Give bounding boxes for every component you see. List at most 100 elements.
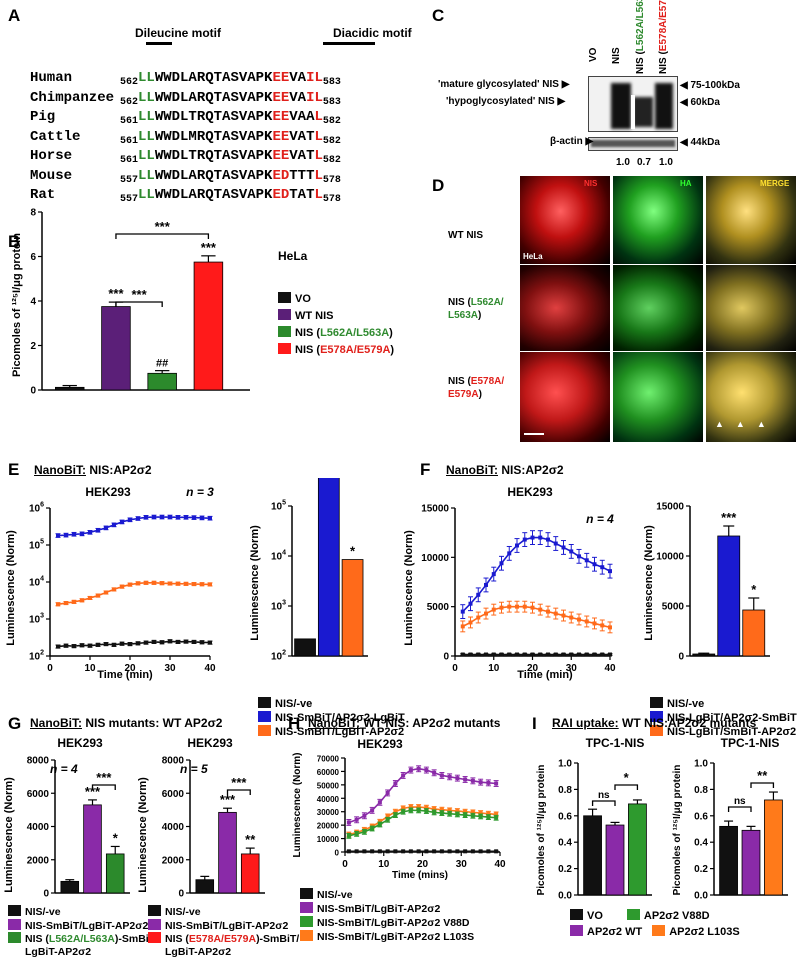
data-point xyxy=(460,652,465,657)
significance-label: * xyxy=(751,582,757,597)
seq-end: L xyxy=(314,167,323,184)
seq-ll: LL xyxy=(138,128,155,145)
bar xyxy=(341,559,364,657)
data-point xyxy=(484,582,488,587)
panel-a-label: A xyxy=(8,6,21,25)
y-tick-label: 102 xyxy=(271,650,286,663)
y-tick-label: 20000 xyxy=(317,822,340,831)
seq-ll: LL xyxy=(138,109,155,125)
data-point xyxy=(401,806,406,811)
data-point xyxy=(491,607,496,612)
bracket-label: *** xyxy=(96,770,112,785)
micro-wt-ha xyxy=(613,176,703,264)
y-tick-label: 0.8 xyxy=(694,785,708,796)
panel-f-title: NanoBiT: NIS:AP2σ2 xyxy=(446,463,564,477)
y-tick-label: 1.0 xyxy=(694,759,708,770)
panel-h-title: NanoBiT: WT NIS: AP2σ2 mutants xyxy=(308,716,501,730)
data-point xyxy=(72,532,76,537)
panel-i-ylabel2: Picomoles of ¹²⁵I/μg protein xyxy=(672,765,683,896)
panel-e-legend: NIS/-ve NIS-SmBiT/AP2σ2-LgBiT NIS-SmBiT/… xyxy=(258,697,405,739)
data-point xyxy=(600,623,605,628)
panel-b-legend: VO WT NIS NIS (L562A/L563A) NIS (E578A/E… xyxy=(278,291,394,359)
seq-m2: VAT xyxy=(289,128,315,145)
y-tick-label: 6000 xyxy=(27,789,50,800)
y-tick-label: 6 xyxy=(30,252,36,263)
y-tick-label: 10000 xyxy=(421,553,449,564)
x-tick-label: 30 xyxy=(164,663,176,674)
data-point xyxy=(184,515,188,520)
y-tick-label: 2000 xyxy=(162,855,185,866)
significance-bracket xyxy=(727,806,752,812)
data-point xyxy=(447,849,452,854)
data-point xyxy=(80,531,84,536)
data-point xyxy=(561,613,566,618)
y-tick-label: 0 xyxy=(30,386,36,397)
data-point xyxy=(152,580,156,585)
data-point xyxy=(104,590,108,595)
data-point xyxy=(463,809,468,814)
series-line xyxy=(462,536,611,613)
panel-f-cell: HEK293 xyxy=(507,485,553,499)
data-point xyxy=(72,599,76,604)
x-tick-label: 40 xyxy=(204,663,216,674)
data-point xyxy=(432,807,437,812)
panel-f-xlabel: Time (min) xyxy=(517,669,573,681)
data-point xyxy=(577,554,581,559)
seq-mid: WWDLARQTASVAPK xyxy=(154,167,273,184)
data-point xyxy=(80,598,84,603)
bar xyxy=(101,306,131,391)
bar xyxy=(742,609,766,657)
x-tick-label: 20 xyxy=(417,859,429,870)
data-point xyxy=(120,641,124,646)
data-point xyxy=(208,640,212,645)
data-point xyxy=(56,533,60,538)
data-point xyxy=(486,815,491,820)
data-point xyxy=(522,537,527,542)
seq-stop: 582 xyxy=(322,116,341,127)
micro-ll-nis xyxy=(520,265,610,351)
species-name: Chimpanzee xyxy=(30,89,115,106)
data-point xyxy=(208,516,212,521)
data-point xyxy=(432,849,437,854)
lane-label: NIS (E578A/E579A) xyxy=(658,0,669,74)
seq-ll: LL xyxy=(138,167,155,184)
data-point xyxy=(152,639,156,644)
seq-mid: WWDLARQTASVAPK xyxy=(154,187,273,203)
data-point xyxy=(416,805,421,810)
data-point xyxy=(200,640,204,645)
panel-f-bar-ylabel: Luminescence (Norm) xyxy=(643,525,655,641)
micro-wt-nis xyxy=(520,176,610,264)
panel-f-chart: 0 5000 10000 15000 0 10 20 30 40 0 5000 10000 15000… xyxy=(403,485,770,681)
mw-75-100: ◀ 75-100kDa xyxy=(680,80,740,91)
data-point xyxy=(600,565,605,570)
seq-start: 562 xyxy=(120,77,139,88)
data-point xyxy=(432,810,437,815)
data-point xyxy=(136,641,140,646)
species-name: Cattle xyxy=(30,128,81,145)
seq-ac: EE xyxy=(272,148,290,164)
data-point xyxy=(569,615,574,620)
y-tick-label: 1.0 xyxy=(558,759,572,770)
quant-2: 0.7 xyxy=(637,157,651,168)
mw-60: ◀ 60kDa xyxy=(680,97,720,108)
data-point xyxy=(538,607,543,612)
seq-mid: WWDLMRQTASVAPK xyxy=(154,128,273,145)
seq-m2: TTT xyxy=(289,167,315,184)
significance-bracket xyxy=(226,789,251,795)
panel-i-cell2: TPC-1-NIS xyxy=(721,736,780,750)
y-tick-label: 0.0 xyxy=(558,891,572,902)
panel-g-cell2: HEK293 xyxy=(187,736,233,750)
x-tick-label: 0 xyxy=(342,859,348,870)
seq-stop: 583 xyxy=(322,96,341,108)
seq-ac: ED xyxy=(272,187,290,203)
seq-start: 557 xyxy=(120,174,139,186)
seq-stop: 583 xyxy=(322,77,341,88)
x-tick-label: 20 xyxy=(124,663,136,674)
panel-b-cell: HeLa xyxy=(278,249,308,263)
data-point xyxy=(72,644,76,649)
data-point xyxy=(88,595,92,600)
data-point xyxy=(128,642,132,647)
micro-cell-label: HeLa xyxy=(523,252,543,261)
y-tick-label: 103 xyxy=(29,613,44,626)
